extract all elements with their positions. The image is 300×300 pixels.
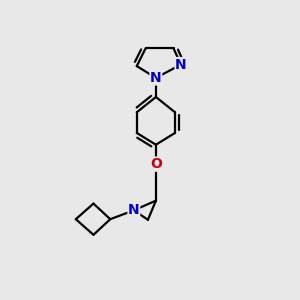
Text: N: N [128, 203, 140, 218]
Text: N: N [150, 71, 162, 85]
Text: N: N [175, 58, 187, 72]
Text: O: O [150, 157, 162, 171]
